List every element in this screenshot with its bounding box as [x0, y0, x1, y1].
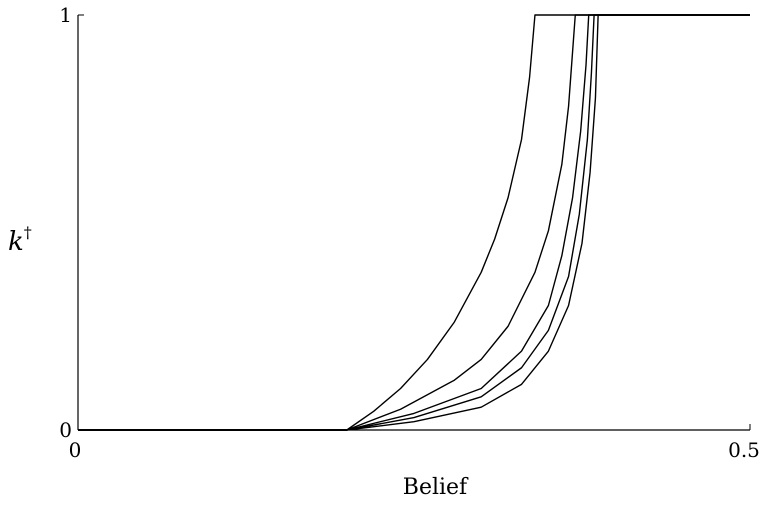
y-axis-title: k†: [8, 223, 32, 257]
y-tick-label-top: 1: [59, 3, 72, 27]
series-line-5: [78, 14, 750, 431]
series-line-2: [78, 14, 750, 431]
series-group: [78, 14, 750, 431]
x-tick-label-right: 0.5: [728, 438, 760, 462]
y-axis-title-main: k: [8, 227, 24, 257]
y-axis-title-superscript: †: [24, 223, 32, 242]
x-axis-title: Belief: [403, 475, 469, 500]
y-tick-label-bottom: 0: [59, 418, 72, 442]
x-tick-label-left: 0: [69, 438, 82, 462]
series-line-1: [78, 14, 750, 431]
series-line-4: [78, 14, 750, 431]
series-line-3: [78, 14, 750, 431]
